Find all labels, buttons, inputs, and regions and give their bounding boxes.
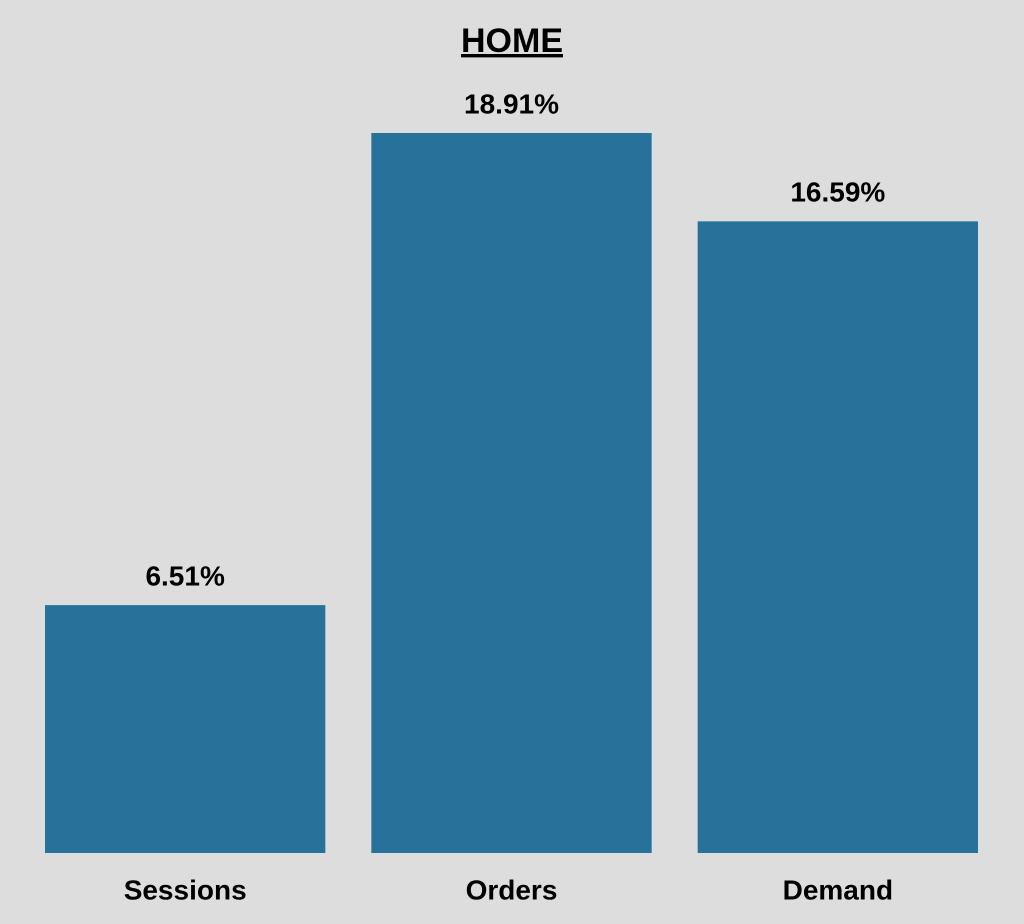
x-tick-label: Sessions — [124, 874, 247, 905]
bar — [45, 605, 326, 853]
data-label: 6.51% — [145, 561, 224, 592]
bar — [697, 221, 978, 853]
data-label: 18.91% — [464, 88, 559, 119]
chart-title: HOME — [461, 22, 563, 60]
data-label: 16.59% — [790, 177, 885, 208]
x-tick-label: Orders — [466, 874, 558, 905]
x-tick-label: Demand — [783, 874, 893, 905]
bar — [371, 133, 652, 853]
